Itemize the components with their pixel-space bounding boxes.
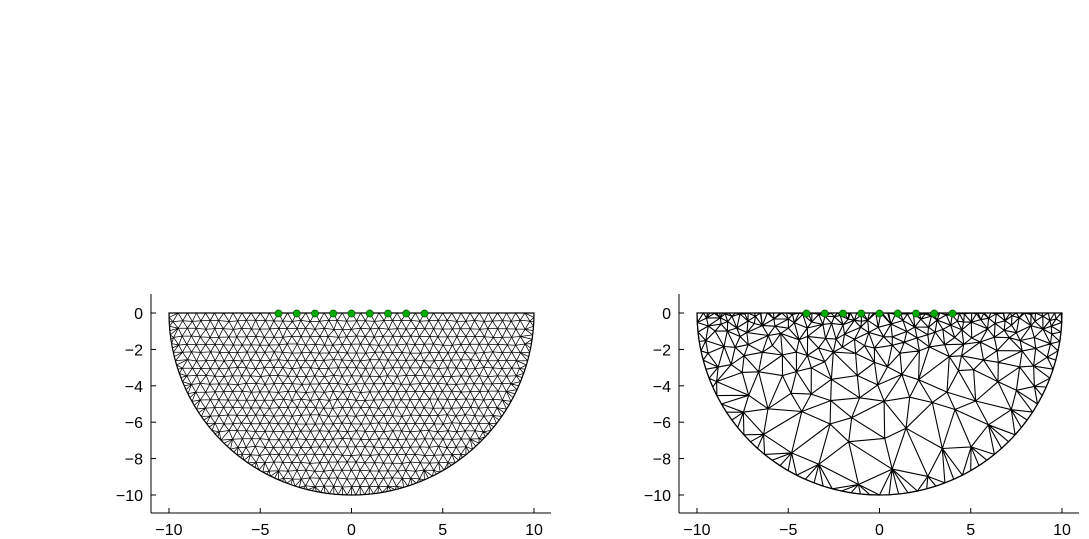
electrode-marker-8: [402, 309, 411, 318]
x-tick-label: −10: [155, 522, 182, 539]
y-tick-label: −8: [653, 452, 671, 469]
electrode-marker-4: [857, 309, 866, 318]
domain-boundary: [696, 312, 1063, 496]
electrode-marker-7: [912, 309, 920, 318]
y-tick-label: −4: [125, 379, 143, 396]
electrode-marker-4: [329, 309, 338, 318]
domain-boundary: [168, 312, 535, 496]
x-tick-label: −5: [251, 522, 269, 539]
x-tick-label: −5: [779, 522, 797, 539]
x-tick-label: −10: [683, 522, 710, 539]
y-tick-label: −8: [125, 452, 143, 469]
x-tick-label: 10: [525, 522, 543, 539]
electrode-marker-1: [802, 309, 811, 318]
mesh-plot-left: −10 −5 0 5 10 0 −2 −4 −6 −8 −10: [116, 294, 551, 539]
electrode-marker-2: [292, 309, 301, 318]
electrode-marker-3: [839, 309, 847, 318]
mesh-plot-right: −10 −5 0 5 10 0 −2 −4 −6 −8 −10: [644, 294, 1079, 539]
x-tick-label: 10: [1053, 522, 1071, 539]
electrode-marker-2: [820, 309, 829, 318]
mesh-edges: [168, 312, 535, 496]
y-tick-label: −6: [653, 415, 671, 432]
electrode-marker-9: [948, 309, 957, 318]
mesh-edges: [696, 312, 1063, 496]
y-tick-label: −2: [653, 342, 671, 359]
x-tick-label: 0: [347, 522, 356, 539]
y-tick-label: −2: [125, 342, 143, 359]
x-tick-label: 0: [875, 522, 884, 539]
electrode-marker-5: [875, 309, 884, 318]
y-tick-label: −10: [644, 488, 671, 505]
y-tick-label: 0: [662, 306, 671, 323]
electrode-marker-8: [930, 309, 939, 318]
y-tick-label: −4: [653, 379, 671, 396]
electrode-marker-6: [893, 309, 902, 318]
x-tick-label: 5: [438, 522, 447, 539]
x-tick-label: 5: [966, 522, 975, 539]
electrode-marker-6: [365, 309, 374, 318]
electrode-marker-5: [347, 309, 356, 318]
y-tick-label: −6: [125, 415, 143, 432]
electrode-marker-9: [420, 309, 429, 318]
y-tick-label: −10: [116, 488, 143, 505]
electrode-marker-3: [311, 309, 319, 318]
y-tick-label: 0: [134, 306, 143, 323]
electrode-marker-1: [274, 309, 283, 318]
electrode-marker-7: [384, 309, 392, 318]
